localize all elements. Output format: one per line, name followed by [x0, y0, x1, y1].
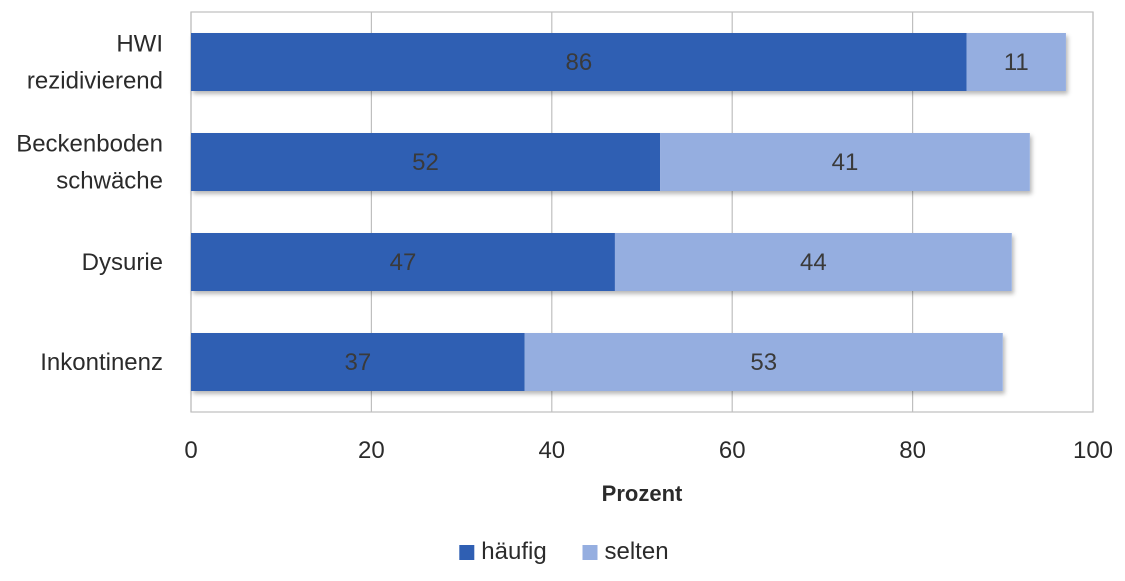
bar-selten-2 — [614, 233, 1012, 291]
legend-label: häufig — [481, 538, 546, 565]
x-tick-label: 40 — [538, 437, 565, 464]
category-label: Dysurie — [82, 249, 163, 276]
bar-selten-3 — [524, 333, 1003, 391]
data-label: 41 — [832, 149, 859, 176]
category-label: Inkontinenz — [40, 349, 163, 376]
x-tick-label: 0 — [184, 437, 197, 464]
legend-swatch-häufig — [459, 545, 475, 560]
category-label-line: HWI — [116, 31, 163, 58]
legend: häufig selten — [459, 538, 669, 565]
data-label: 86 — [566, 49, 593, 76]
bar-selten-1 — [660, 133, 1030, 191]
x-tick-label: 60 — [719, 437, 746, 464]
bar-häufig-0 — [191, 33, 967, 91]
data-label: 52 — [412, 149, 439, 176]
bars — [191, 33, 1066, 391]
category-label-line: Inkontinenz — [40, 349, 163, 376]
x-tick-label: 80 — [899, 437, 926, 464]
category-label-line: Dysurie — [82, 249, 163, 276]
x-axis-title: Prozent — [602, 481, 683, 506]
bar-häufig-3 — [191, 333, 525, 391]
data-label: 53 — [750, 349, 777, 376]
labels: 0 20 40 60 80 100 Prozent 86 11 HWI rezidivierend 5… — [16, 31, 1113, 507]
bar-häufig-2 — [191, 233, 615, 291]
data-label: 47 — [390, 249, 417, 276]
bar-selten-0 — [966, 33, 1066, 91]
category-label-line: rezidivierend — [27, 68, 163, 95]
category-label: Beckenboden schwäche — [16, 131, 163, 195]
data-label: 11 — [1004, 49, 1029, 76]
legend-swatch-selten — [582, 545, 598, 560]
x-tick-label: 20 — [358, 437, 385, 464]
data-label: 44 — [800, 249, 827, 276]
bar-häufig-1 — [191, 133, 661, 191]
category-label-line: schwäche — [56, 168, 163, 195]
category-label: HWI rezidivierend — [27, 31, 163, 95]
legend-label: selten — [605, 538, 669, 565]
category-label-line: Beckenboden — [16, 131, 163, 158]
x-tick-label: 100 — [1073, 437, 1113, 464]
data-label: 37 — [345, 349, 372, 376]
